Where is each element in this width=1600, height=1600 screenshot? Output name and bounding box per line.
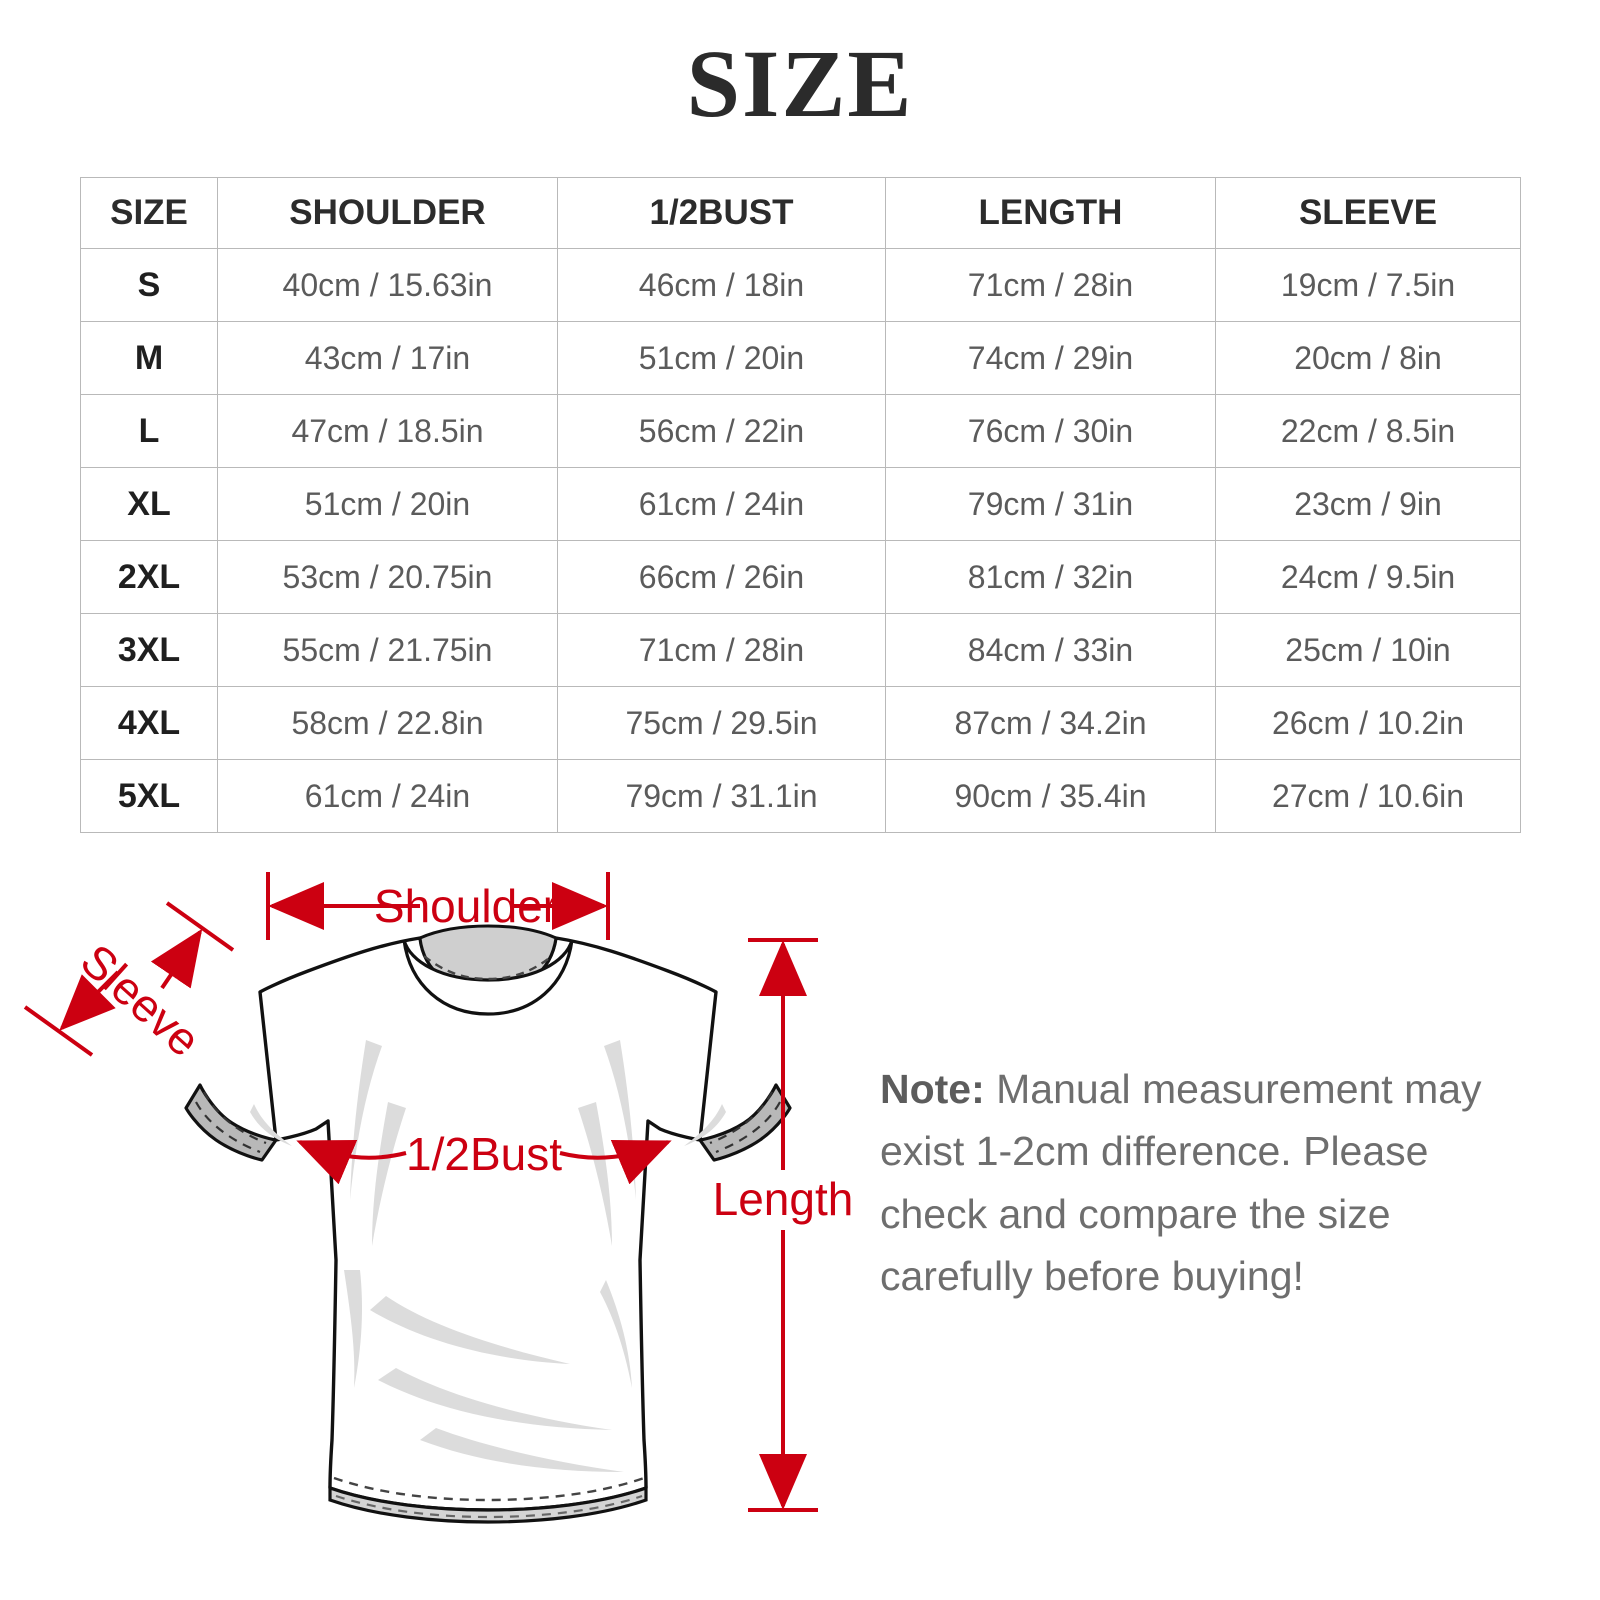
cell-bust: 75cm / 29.5in	[557, 686, 886, 760]
table-row: 5XL 61cm / 24in 79cm / 31.1in 90cm / 35.…	[80, 759, 1521, 833]
table-row: L 47cm / 18.5in 56cm / 22in 76cm / 30in …	[80, 394, 1521, 468]
tshirt-body-outline	[258, 936, 718, 1512]
cell-bust: 79cm / 31.1in	[557, 759, 886, 833]
cell-length: 76cm / 30in	[885, 394, 1216, 468]
cell-sleeve: 24cm / 9.5in	[1215, 540, 1521, 614]
sleeve-extension-top	[165, 901, 235, 952]
cell-length: 79cm / 31in	[885, 467, 1216, 541]
note-text: Manual measurement may exist 1-2cm diffe…	[880, 1066, 1482, 1299]
table-row: M 43cm / 17in 51cm / 20in 74cm / 29in 20…	[80, 321, 1521, 395]
cell-length: 81cm / 32in	[885, 540, 1216, 614]
cell-sleeve: 25cm / 10in	[1215, 613, 1521, 687]
cell-size: L	[80, 394, 218, 468]
cell-sleeve: 19cm / 7.5in	[1215, 248, 1521, 322]
cell-shoulder: 55cm / 21.75in	[217, 613, 558, 687]
table-row: 2XL 53cm / 20.75in 66cm / 26in 81cm / 32…	[80, 540, 1521, 614]
sleeve-arrow-down	[59, 970, 120, 1031]
cell-sleeve: 27cm / 10.6in	[1215, 759, 1521, 833]
column-header-size: SIZE	[80, 177, 218, 249]
left-sleeve-stitch	[203, 1091, 267, 1145]
cell-length: 71cm / 28in	[885, 248, 1216, 322]
shoulder-measure-group: Shoulder	[266, 872, 610, 940]
column-header-shoulder: SHOULDER	[217, 177, 558, 249]
cell-length: 84cm / 33in	[885, 613, 1216, 687]
cell-sleeve: 20cm / 8in	[1215, 321, 1521, 395]
cell-size: 5XL	[80, 759, 218, 833]
size-chart-table: SIZE SHOULDER 1/2BUST LENGTH SLEEVE S 40…	[80, 177, 1521, 833]
cell-bust: 51cm / 20in	[557, 321, 886, 395]
cell-shoulder: 53cm / 20.75in	[217, 540, 558, 614]
cell-bust: 56cm / 22in	[557, 394, 886, 468]
cell-shoulder: 51cm / 20in	[217, 467, 558, 541]
left-sleeve-stitch-2	[195, 1101, 261, 1154]
right-sleeve-stitch-2	[715, 1101, 781, 1154]
column-header-length: LENGTH	[885, 177, 1216, 249]
cell-shoulder: 58cm / 22.8in	[217, 686, 558, 760]
table-row: 3XL 55cm / 21.75in 71cm / 28in 84cm / 33…	[80, 613, 1521, 687]
cell-size: 2XL	[80, 540, 218, 614]
sleeve-measure-group: Sleeve	[23, 901, 235, 1066]
cell-size: M	[80, 321, 218, 395]
cell-bust: 71cm / 28in	[557, 613, 886, 687]
cell-size: XL	[80, 467, 218, 541]
right-sleeve-stitch	[709, 1091, 773, 1145]
cell-bust: 66cm / 26in	[557, 540, 886, 614]
column-header-bust: 1/2BUST	[557, 177, 886, 249]
bottom-hem-stitch-2	[335, 1494, 643, 1519]
cell-length: 74cm / 29in	[885, 321, 1216, 395]
table-row: S 40cm / 15.63in 46cm / 18in 71cm / 28in…	[80, 248, 1521, 322]
table-row: 4XL 58cm / 22.8in 75cm / 29.5in 87cm / 3…	[80, 686, 1521, 760]
table-header-row: SIZE SHOULDER 1/2BUST LENGTH SLEEVE	[80, 177, 1521, 249]
cell-length: 90cm / 35.4in	[885, 759, 1216, 833]
bust-label: 1/2Bust	[406, 1128, 562, 1180]
page-title: SIZE	[686, 30, 914, 137]
size-chart-table-wrapper: SIZE SHOULDER 1/2BUST LENGTH SLEEVE S 40…	[80, 177, 1521, 833]
tshirt-illustration	[184, 924, 792, 1524]
cell-sleeve: 22cm / 8.5in	[1215, 394, 1521, 468]
sleeve-arrow-up	[150, 928, 203, 990]
length-measure-group: Length	[713, 938, 854, 1512]
cell-size: 3XL	[80, 613, 218, 687]
bust-arrow-left	[296, 1140, 407, 1185]
bust-measure-group: 1/2Bust	[296, 1128, 672, 1185]
column-header-sleeve: SLEEVE	[1215, 177, 1521, 249]
cell-shoulder: 61cm / 24in	[217, 759, 558, 833]
sleeve-extension-bottom	[23, 1005, 94, 1057]
cell-bust: 61cm / 24in	[557, 467, 886, 541]
shoulder-label: Shoulder	[374, 880, 558, 932]
collar-stitch	[423, 955, 553, 981]
cell-shoulder: 47cm / 18.5in	[217, 394, 558, 468]
note-label: Note:	[880, 1066, 985, 1112]
cell-shoulder: 40cm / 15.63in	[217, 248, 558, 322]
length-label: Length	[713, 1173, 854, 1225]
cell-sleeve: 26cm / 10.2in	[1215, 686, 1521, 760]
cell-size: S	[80, 248, 218, 322]
cell-shoulder: 43cm / 17in	[217, 321, 558, 395]
cell-length: 87cm / 34.2in	[885, 686, 1216, 760]
table-row: XL 51cm / 20in 61cm / 24in 79cm / 31in 2…	[80, 467, 1521, 541]
fabric-fold-shadows	[250, 1040, 726, 1472]
bust-arrow-right	[559, 1140, 672, 1185]
cell-bust: 46cm / 18in	[557, 248, 886, 322]
note-block: Note: Manual measurement may exist 1-2cm…	[880, 1058, 1520, 1307]
tshirt-collar-rib	[402, 939, 574, 1016]
tshirt-bottom-hem	[328, 1485, 648, 1524]
tshirt-measurement-diagram: Shoulder Sleeve 1/2Bust Length	[0, 840, 1600, 1600]
cell-sleeve: 23cm / 9in	[1215, 467, 1521, 541]
cell-size: 4XL	[80, 686, 218, 760]
